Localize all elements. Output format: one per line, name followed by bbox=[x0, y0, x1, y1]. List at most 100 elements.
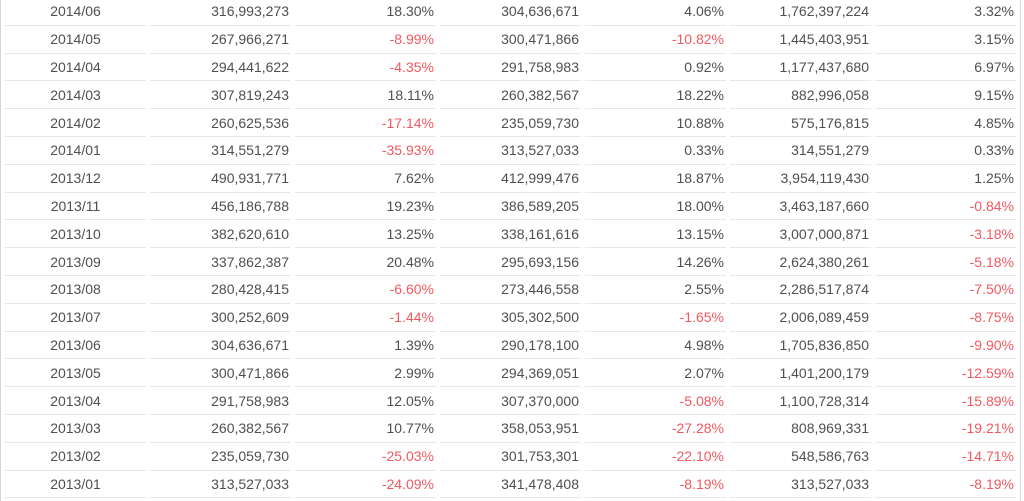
date-cell: 2013/05 bbox=[5, 359, 146, 388]
value-cell: 808,969,331 bbox=[730, 414, 871, 443]
value-cell: 291,758,983 bbox=[440, 53, 581, 82]
percent-cell: -8.19% bbox=[875, 470, 1016, 499]
percent-cell: 3.15% bbox=[875, 25, 1016, 54]
value-cell: 3,954,119,430 bbox=[730, 164, 871, 193]
percent-cell: 9.15% bbox=[875, 81, 1016, 110]
value-cell: 3,463,187,660 bbox=[730, 192, 871, 221]
value-cell: 295,693,156 bbox=[440, 248, 581, 276]
value-cell: 260,382,567 bbox=[150, 414, 291, 443]
table-row: 2013/08 280,428,415 -6.60% 273,446,558 2… bbox=[5, 275, 1016, 304]
percent-cell: 19.23% bbox=[295, 192, 436, 221]
percent-cell: 2.99% bbox=[295, 359, 436, 388]
value-cell: 235,059,730 bbox=[440, 109, 581, 137]
value-cell: 300,471,866 bbox=[440, 25, 581, 54]
table-row: 2013/06 304,636,671 1.39% 290,178,100 4.… bbox=[5, 331, 1016, 360]
percent-cell: -8.19% bbox=[585, 470, 726, 499]
value-cell: 1,705,836,850 bbox=[730, 331, 871, 360]
table-row: 2014/06 316,993,273 18.30% 304,636,671 4… bbox=[5, 0, 1016, 26]
percent-cell: 10.77% bbox=[295, 414, 436, 443]
table-row: 2014/01 314,551,279 -35.93% 313,527,033 … bbox=[5, 136, 1016, 165]
value-cell: 2,286,517,874 bbox=[730, 275, 871, 304]
table-row: 2013/05 300,471,866 2.99% 294,369,051 2.… bbox=[5, 359, 1016, 388]
table-row: 2014/03 307,819,243 18.11% 260,382,567 1… bbox=[5, 81, 1016, 110]
percent-cell: 18.00% bbox=[585, 192, 726, 221]
percent-cell: -24.09% bbox=[295, 470, 436, 499]
date-cell: 2013/10 bbox=[5, 220, 146, 249]
table-row: 2013/01 313,527,033 -24.09% 341,478,408 … bbox=[5, 470, 1016, 499]
date-cell: 2013/12 bbox=[5, 164, 146, 193]
value-cell: 1,445,403,951 bbox=[730, 25, 871, 54]
percent-cell: -35.93% bbox=[295, 136, 436, 165]
percent-cell: -10.82% bbox=[585, 25, 726, 54]
percent-cell: 18.11% bbox=[295, 81, 436, 110]
date-cell: 2013/09 bbox=[5, 248, 146, 276]
value-cell: 337,862,387 bbox=[150, 248, 291, 276]
percent-cell: 13.15% bbox=[585, 220, 726, 249]
table-row: 2013/11 456,186,788 19.23% 386,589,205 1… bbox=[5, 192, 1016, 221]
value-cell: 291,758,983 bbox=[150, 387, 291, 415]
percent-cell: 18.87% bbox=[585, 164, 726, 193]
date-cell: 2014/05 bbox=[5, 25, 146, 54]
percent-cell: 2.55% bbox=[585, 275, 726, 304]
percent-cell: 3.32% bbox=[875, 0, 1016, 26]
date-cell: 2013/07 bbox=[5, 303, 146, 332]
percent-cell: -5.18% bbox=[875, 248, 1016, 276]
percent-cell: -0.84% bbox=[875, 192, 1016, 221]
percent-cell: 6.97% bbox=[875, 53, 1016, 82]
percent-cell: 14.26% bbox=[585, 248, 726, 276]
value-cell: 300,471,866 bbox=[150, 359, 291, 388]
percent-cell: -12.59% bbox=[875, 359, 1016, 388]
percent-cell: -8.99% bbox=[295, 25, 436, 54]
percent-cell: 20.48% bbox=[295, 248, 436, 276]
percent-cell: -15.89% bbox=[875, 387, 1016, 415]
percent-cell: -4.35% bbox=[295, 53, 436, 82]
percent-cell: 4.06% bbox=[585, 0, 726, 26]
value-cell: 314,551,279 bbox=[730, 136, 871, 165]
value-cell: 300,252,609 bbox=[150, 303, 291, 332]
percent-cell: 18.30% bbox=[295, 0, 436, 26]
value-cell: 316,993,273 bbox=[150, 0, 291, 26]
percent-cell: 12.05% bbox=[295, 387, 436, 415]
value-cell: 386,589,205 bbox=[440, 192, 581, 221]
table-row: 2013/09 337,862,387 20.48% 295,693,156 1… bbox=[5, 248, 1016, 276]
date-cell: 2013/04 bbox=[5, 387, 146, 415]
value-cell: 1,762,397,224 bbox=[730, 0, 871, 26]
value-cell: 294,369,051 bbox=[440, 359, 581, 388]
value-cell: 280,428,415 bbox=[150, 275, 291, 304]
value-cell: 456,186,788 bbox=[150, 192, 291, 221]
percent-cell: 13.25% bbox=[295, 220, 436, 249]
value-cell: 382,620,610 bbox=[150, 220, 291, 249]
table-row: 2013/02 235,059,730 -25.03% 301,753,301 … bbox=[5, 442, 1016, 471]
percent-cell: -6.60% bbox=[295, 275, 436, 304]
value-cell: 294,441,622 bbox=[150, 53, 291, 82]
table-row: 2013/03 260,382,567 10.77% 358,053,951 -… bbox=[5, 414, 1016, 443]
value-cell: 412,999,476 bbox=[440, 164, 581, 193]
table-row: 2013/07 300,252,609 -1.44% 305,302,500 -… bbox=[5, 303, 1016, 332]
value-cell: 260,382,567 bbox=[440, 81, 581, 110]
value-cell: 2,006,089,459 bbox=[730, 303, 871, 332]
percent-cell: -3.18% bbox=[875, 220, 1016, 249]
table-row: 2013/04 291,758,983 12.05% 307,370,000 -… bbox=[5, 387, 1016, 415]
percent-cell: 0.33% bbox=[585, 136, 726, 165]
date-cell: 2014/01 bbox=[5, 136, 146, 165]
table-row: 2013/10 382,620,610 13.25% 338,161,616 1… bbox=[5, 220, 1016, 249]
value-cell: 290,178,100 bbox=[440, 331, 581, 360]
percent-cell: -9.90% bbox=[875, 331, 1016, 360]
percent-cell: -25.03% bbox=[295, 442, 436, 471]
percent-cell: 4.85% bbox=[875, 109, 1016, 137]
value-cell: 575,176,815 bbox=[730, 109, 871, 137]
percent-cell: 10.88% bbox=[585, 109, 726, 137]
value-cell: 313,527,033 bbox=[440, 136, 581, 165]
percent-cell: -1.65% bbox=[585, 303, 726, 332]
value-cell: 301,753,301 bbox=[440, 442, 581, 471]
percent-cell: -7.50% bbox=[875, 275, 1016, 304]
date-cell: 2013/03 bbox=[5, 414, 146, 443]
value-cell: 548,586,763 bbox=[730, 442, 871, 471]
value-cell: 307,370,000 bbox=[440, 387, 581, 415]
value-cell: 267,966,271 bbox=[150, 25, 291, 54]
table-row: 2014/02 260,625,536 -17.14% 235,059,730 … bbox=[5, 109, 1016, 137]
value-cell: 260,625,536 bbox=[150, 109, 291, 137]
percent-cell: -17.14% bbox=[295, 109, 436, 137]
